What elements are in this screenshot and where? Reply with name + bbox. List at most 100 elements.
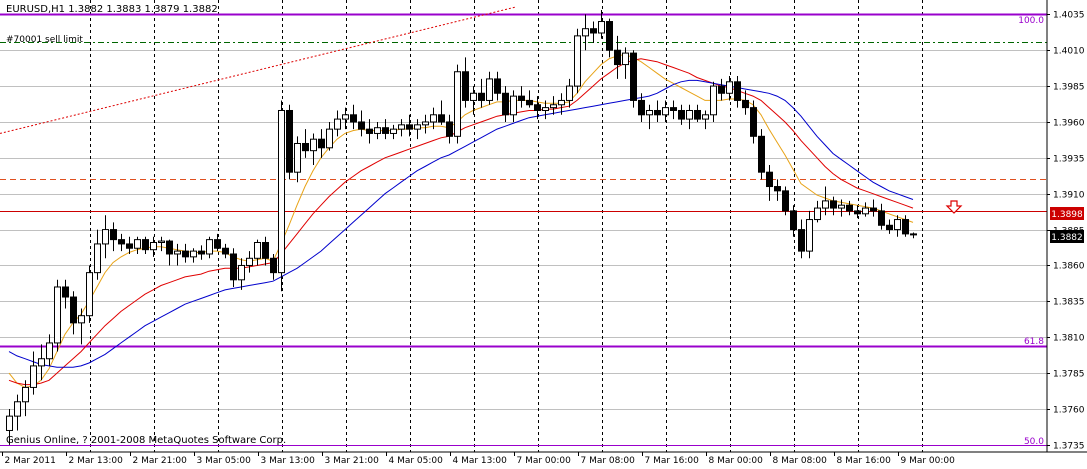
candle-body-up bbox=[726, 81, 733, 94]
fib-label-61-8: 61.8 bbox=[1024, 337, 1044, 347]
candle-body-up bbox=[894, 219, 901, 231]
candle-body-down bbox=[118, 239, 125, 245]
y-tick-label: 1.3810 bbox=[1053, 334, 1085, 344]
candle bbox=[766, 165, 773, 201]
candles bbox=[6, 10, 917, 445]
candle-body-up bbox=[422, 121, 429, 126]
y-tick-label: 1.3985 bbox=[1053, 83, 1085, 93]
candle bbox=[758, 129, 765, 180]
candle bbox=[582, 14, 589, 51]
candle bbox=[382, 119, 389, 140]
candle-body-down bbox=[302, 142, 309, 152]
candle-body-down bbox=[654, 109, 661, 116]
candle bbox=[222, 243, 229, 259]
y-tick-label: 1.4035 bbox=[1053, 11, 1085, 21]
candle bbox=[886, 219, 893, 234]
sell-arrow-icon bbox=[945, 200, 963, 214]
copyright-text: Genius Online, ? 2001-2008 MetaQuotes So… bbox=[6, 435, 286, 446]
candle-body-down bbox=[110, 229, 117, 241]
candle bbox=[630, 50, 637, 108]
x-tick-label: 3 Mar 13:00 bbox=[261, 456, 316, 465]
candle bbox=[438, 100, 445, 125]
candle bbox=[726, 76, 733, 101]
candle-body-up bbox=[38, 358, 45, 367]
candle-body-up bbox=[190, 250, 197, 258]
candle bbox=[526, 90, 533, 108]
candle bbox=[374, 121, 381, 140]
candle bbox=[510, 90, 517, 122]
candle bbox=[278, 100, 285, 292]
candle bbox=[430, 107, 437, 130]
candle-body-down bbox=[750, 107, 757, 137]
candle-body-up bbox=[510, 95, 517, 116]
candle bbox=[646, 104, 653, 130]
candle-body-up bbox=[622, 52, 629, 66]
x-tick-label: 8 Mar 08:00 bbox=[773, 456, 828, 465]
candle-body-up bbox=[702, 114, 709, 120]
candle bbox=[622, 47, 629, 79]
candle-body-down bbox=[694, 109, 701, 120]
x-tick-label: 7 Mar 08:00 bbox=[581, 456, 636, 465]
candle-body-down bbox=[166, 240, 173, 255]
candle-body-up bbox=[6, 415, 13, 431]
candle-body-down bbox=[678, 109, 685, 120]
horizontal-levels bbox=[0, 13, 1047, 446]
candle bbox=[110, 222, 117, 252]
x-tick-label: 4 Mar 13:00 bbox=[453, 456, 508, 465]
candle-body-down bbox=[518, 95, 525, 101]
y-tick-label: 1.3760 bbox=[1053, 406, 1085, 416]
candle bbox=[254, 239, 261, 266]
candle bbox=[174, 243, 181, 266]
candle bbox=[94, 229, 101, 280]
candle-body-up bbox=[806, 219, 813, 252]
candle-body-down bbox=[358, 121, 365, 130]
candle-body-up bbox=[686, 109, 693, 120]
candle-body-up bbox=[566, 85, 573, 101]
candle bbox=[734, 76, 741, 108]
candle-body-down bbox=[198, 250, 205, 255]
candle-body-up bbox=[246, 257, 253, 266]
candle bbox=[206, 236, 213, 259]
candle-body-up bbox=[710, 85, 717, 116]
sell-limit-price-text: 1.3898 bbox=[1051, 210, 1083, 220]
candle-body-down bbox=[782, 190, 789, 212]
candle bbox=[6, 408, 13, 445]
candle bbox=[710, 81, 717, 122]
candle bbox=[654, 100, 661, 122]
candle-body-down bbox=[366, 128, 373, 134]
candle bbox=[878, 203, 885, 230]
candle bbox=[126, 236, 133, 254]
candle bbox=[478, 78, 485, 108]
candle bbox=[678, 104, 685, 125]
candle-body-up bbox=[94, 243, 101, 274]
candle-body-up bbox=[78, 315, 85, 324]
candle bbox=[302, 129, 309, 158]
candle bbox=[398, 119, 405, 137]
symbol-header: EURUSD,H1 1.3882 1.3883 1.3879 1.3882 bbox=[6, 4, 218, 15]
sell-limit-price-tag: 1.3898 bbox=[1050, 207, 1084, 220]
candle bbox=[742, 90, 749, 115]
y-tick-label: 1.3785 bbox=[1053, 370, 1085, 380]
candle bbox=[246, 251, 253, 273]
x-tick-label: 2 Mar 21:00 bbox=[133, 456, 188, 465]
y-tick-label: 1.4010 bbox=[1053, 47, 1085, 57]
y-tick-label: 1.3910 bbox=[1053, 191, 1085, 201]
candle bbox=[566, 78, 573, 108]
candle-body-up bbox=[22, 386, 29, 403]
candle-body-down bbox=[798, 229, 805, 252]
candle-body-up bbox=[822, 200, 829, 209]
candle-body-up bbox=[134, 239, 141, 249]
candle-body-down bbox=[126, 243, 133, 249]
candle bbox=[574, 28, 581, 94]
x-tick-label: 7 Mar 00:00 bbox=[517, 456, 572, 465]
candle bbox=[318, 129, 325, 158]
candle bbox=[558, 93, 565, 115]
candle-body-down bbox=[142, 239, 149, 251]
candle-body-down bbox=[222, 247, 229, 255]
candle bbox=[390, 124, 397, 140]
x-tick-label: 7 Mar 16:00 bbox=[645, 456, 700, 465]
candle-body-down bbox=[406, 124, 413, 130]
candle-body-up bbox=[206, 239, 213, 255]
